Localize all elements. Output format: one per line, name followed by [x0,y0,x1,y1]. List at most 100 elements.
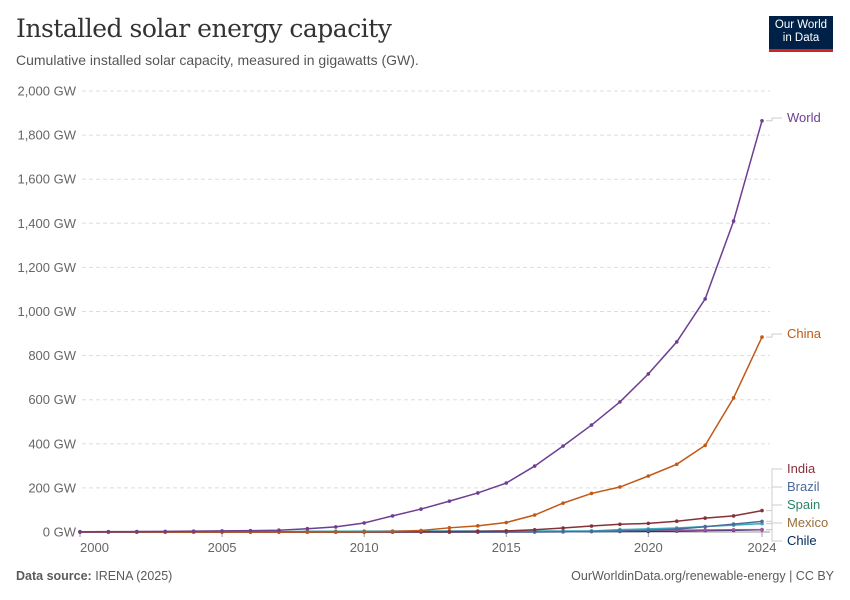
series-line-china [79,336,763,533]
y-tick-label: 1,000 GW [17,304,76,319]
data-point [646,528,651,533]
data-point [362,529,366,534]
data-point [674,519,679,523]
data-point [333,525,338,529]
data-point [646,521,651,526]
data-point [135,529,139,534]
data-point [532,527,537,532]
data-point [618,522,622,527]
data-point [674,462,679,467]
data-point [78,529,82,534]
data-source: Data source: IRENA (2025) [16,569,173,583]
label-connector [766,117,782,122]
data-point [419,507,423,511]
data-point [305,526,310,531]
y-tick-label: 1,200 GW [17,260,76,275]
data-point [703,443,707,448]
data-point [703,516,707,520]
data-point [277,528,281,533]
y-tick-label: 400 GW [28,436,76,451]
data-point [362,521,366,525]
data-point [731,396,736,400]
series-label-world: World [787,110,821,125]
data-point [390,529,395,534]
data-point [703,524,707,529]
data-point [504,481,509,485]
data-point [163,529,168,534]
x-tick-label: 2024 [748,540,777,555]
label-connector [766,522,782,531]
data-point [532,513,537,517]
data-point [760,527,764,532]
series-label-mexico: Mexico [787,515,828,530]
x-tick-label: 2015 [492,540,521,555]
data-point [390,514,395,518]
data-point [589,529,594,534]
data-point [760,508,764,513]
data-point [476,491,480,495]
x-tick-label: 2020 [634,540,663,555]
owid-logo[interactable]: Our World in Data [769,16,833,52]
series-label-india: India [787,461,816,476]
y-tick-label: 600 GW [28,392,76,407]
label-connector [766,486,782,522]
data-point [561,444,565,448]
y-tick-label: 1,400 GW [17,216,76,231]
footer-link[interactable]: OurWorldinData.org/renewable-energy | CC… [571,569,834,583]
y-tick-label: 800 GW [28,348,76,363]
data-point [589,423,594,427]
label-connector [766,504,782,525]
data-point [447,529,452,534]
data-point [760,335,764,339]
data-point [305,530,310,534]
y-tick-label: 0 GW [43,525,77,540]
label-connector [766,468,782,512]
x-tick-label: 2005 [208,540,237,555]
data-point [532,464,537,468]
data-point [760,118,764,123]
series-label-china: China [787,326,822,341]
data-point [561,526,565,530]
series-line-world [79,120,763,533]
y-tick-label: 2,000 GW [17,84,76,99]
data-point [561,529,565,534]
data-point [589,491,594,496]
data-point [419,528,423,533]
data-point [674,527,679,531]
data-point [618,529,622,533]
data-source-link[interactable]: IRENA (2025) [95,569,173,583]
series-label-chile: Chile [787,533,817,548]
data-point [504,520,509,525]
data-point [476,529,480,534]
y-tick-label: 200 GW [28,480,76,495]
data-point [731,514,736,518]
series-label-spain: Spain [787,497,820,512]
data-point [618,485,622,489]
data-point [731,527,736,532]
data-point [703,297,707,301]
y-tick-label: 1,800 GW [17,128,76,143]
data-point [589,524,594,528]
label-connector [766,333,782,338]
data-point [476,524,480,528]
data-point [646,474,651,478]
data-point [731,219,736,223]
data-point [618,400,622,404]
data-point [220,529,224,533]
data-point [703,528,707,532]
data-point [731,522,736,526]
data-point [106,529,111,534]
x-tick-label: 2000 [80,540,109,555]
data-point [447,499,452,503]
chart-title: Installed solar energy capacity [16,14,392,43]
data-point [248,528,253,533]
data-point [504,529,509,533]
data-point [760,519,764,524]
data-point [561,501,565,505]
chart-subtitle: Cumulative installed solar capacity, mea… [16,52,419,68]
x-tick-label: 2010 [350,540,379,555]
series-label-brazil: Brazil [787,479,820,494]
data-point [333,530,338,534]
